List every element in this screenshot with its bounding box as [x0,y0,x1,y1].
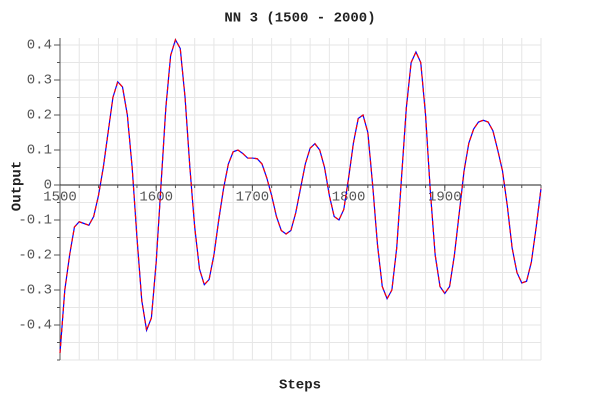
x-tick-label: 1600 [139,190,173,206]
y-tick-label: 0.2 [27,108,52,124]
x-tick-label: 1700 [236,190,270,206]
y-tick-label: 0.1 [27,143,52,159]
y-tick-label: -0.1 [18,213,52,229]
y-tick-label: 0.3 [27,73,52,89]
y-tick-label: -0.3 [18,283,52,299]
x-tick-label: 1500 [43,190,77,206]
chart-title: NN 3 (1500 - 2000) [224,11,375,27]
x-tick-label: 1800 [332,190,366,206]
x-axis-label: Steps [279,378,321,394]
x-tick-label: 1900 [428,190,462,206]
y-tick-label: -0.4 [18,318,52,334]
line-series [59,38,542,354]
line-series [59,38,542,354]
y-axis-label: Output [10,161,26,211]
y-tick-label: 0 [44,178,52,194]
y-tick-label: -0.2 [18,248,52,264]
y-tick-label: 0.4 [27,38,52,54]
